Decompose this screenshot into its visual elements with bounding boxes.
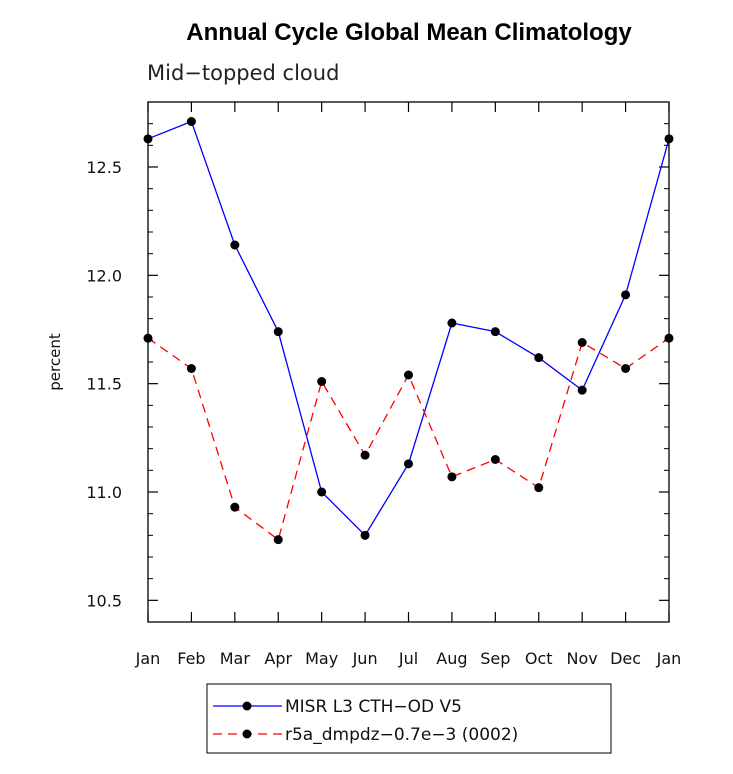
data-point (534, 483, 544, 493)
data-point (404, 459, 413, 469)
data-point (186, 117, 196, 126)
y-tick-label: 11.0 (86, 483, 122, 502)
x-tick-label: Jun (352, 649, 378, 668)
x-tick-label: Apr (264, 649, 292, 668)
data-point (404, 370, 413, 380)
x-tick-label: Jan (135, 649, 161, 668)
y-axis-label: percent (46, 333, 64, 391)
plot-frame (147, 101, 670, 623)
data-point (360, 530, 370, 540)
axis-tick-labels: Jan Feb Mar Apr May Jun Jul Aug Sep Oct Nov Dec Jan 1… (86, 158, 681, 668)
y-tick-label: 12.0 (86, 266, 122, 285)
x-tick-label: Feb (177, 649, 205, 668)
y-tick-label: 10.5 (86, 591, 122, 610)
legend-marker-1 (242, 701, 252, 711)
series-line-1 (147, 120, 670, 537)
data-point (186, 364, 196, 373)
data-point (534, 353, 544, 363)
data-point (577, 338, 587, 347)
x-tick-label: Dec (610, 649, 641, 668)
data-point (230, 502, 240, 512)
data-point (577, 385, 587, 395)
legend: MISR L3 CTH−OD V5 r5a_dmpdz−0.7e−3 (0002) (206, 683, 612, 754)
data-point (273, 327, 283, 337)
x-tick-label: May (305, 649, 338, 668)
data-point (490, 327, 500, 337)
legend-marker-2 (242, 729, 252, 739)
x-tick-label: Sep (480, 649, 510, 668)
data-point (230, 240, 240, 250)
legend-box (206, 683, 612, 754)
series-layer (143, 117, 674, 545)
data-point (621, 364, 631, 373)
data-point (317, 487, 327, 497)
x-tick-label: Oct (525, 649, 553, 668)
x-tick-label: Jul (398, 649, 418, 668)
data-point (490, 455, 500, 464)
x-tick-label: Jan (656, 649, 682, 668)
axis-ticks (147, 101, 670, 623)
data-point (273, 535, 283, 545)
y-tick-label: 12.5 (86, 158, 122, 177)
x-tick-label: Aug (436, 649, 467, 668)
data-point (447, 472, 457, 482)
legend-label-2: r5a_dmpdz−0.7e−3 (0002) (285, 725, 518, 745)
data-point (317, 377, 327, 386)
chart-title: Annual Cycle Global Mean Climatology (186, 19, 632, 46)
data-point (447, 318, 457, 328)
data-point (621, 290, 631, 300)
legend-label-1: MISR L3 CTH−OD V5 (285, 697, 462, 717)
chart-subtitle: Mid−topped cloud (147, 61, 339, 85)
series-line-2 (147, 337, 670, 541)
data-point (360, 450, 370, 460)
y-tick-label: 11.5 (86, 375, 122, 394)
x-tick-label: Nov (567, 649, 598, 668)
x-tick-label: Mar (220, 649, 251, 668)
